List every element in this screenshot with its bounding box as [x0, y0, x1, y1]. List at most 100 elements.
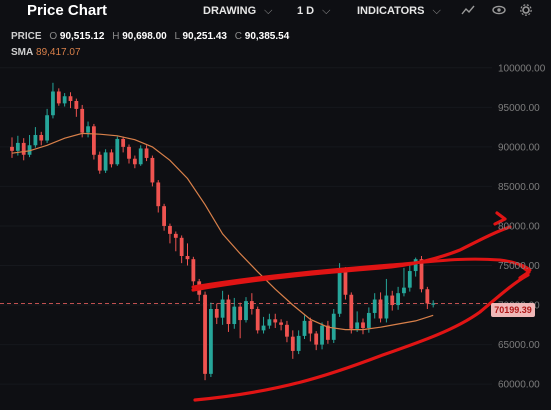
candle: [431, 300, 436, 308]
candle-body: [226, 299, 231, 325]
candle: [232, 297, 237, 329]
candle: [220, 290, 225, 325]
candle: [168, 223, 172, 244]
candle-body: [21, 142, 26, 155]
candle-body: [45, 115, 49, 141]
candle: [267, 313, 272, 329]
candle: [179, 235, 184, 264]
candle: [355, 311, 360, 332]
candle: [302, 315, 307, 340]
candle-body: [179, 237, 184, 257]
candle: [314, 331, 319, 351]
candle-body: [326, 325, 330, 340]
candle-body: [261, 325, 266, 331]
candle: [378, 292, 383, 323]
candle: [279, 319, 283, 331]
candle: [45, 108, 49, 143]
candle: [296, 330, 301, 355]
candle: [396, 286, 400, 310]
candle: [115, 136, 120, 166]
candle-body: [15, 142, 20, 151]
candle: [203, 291, 207, 381]
candle: [86, 121, 90, 138]
candle-body: [203, 294, 207, 374]
candle: [27, 135, 32, 158]
candle-body: [144, 148, 149, 158]
candle-body: [62, 96, 67, 104]
candle-body: [51, 91, 55, 116]
candle-body: [121, 138, 126, 147]
sma-value: 89,417.07: [36, 47, 81, 58]
candle: [138, 145, 143, 166]
candle-body: [10, 146, 14, 151]
candle-body: [366, 312, 371, 328]
candle: [103, 149, 108, 173]
candle-body: [320, 325, 324, 345]
candle-body: [97, 154, 102, 171]
annotation-upper-channel-line: [191, 225, 512, 292]
candle-body: [33, 135, 38, 146]
indicators-menu-button[interactable]: INDICATORS ⌵: [357, 5, 441, 18]
candle-body: [431, 303, 436, 305]
candle-body: [86, 126, 90, 133]
low-key: L: [174, 31, 180, 42]
candle-body: [372, 299, 377, 313]
candle: [162, 203, 166, 231]
candle: [39, 131, 44, 146]
candle: [226, 294, 231, 332]
y-tick-label: 60000.00: [498, 380, 540, 391]
candle-body: [407, 271, 412, 288]
candle-body: [267, 319, 272, 326]
candle: [425, 286, 430, 309]
candle-body: [39, 135, 44, 141]
y-tick-label: 85000.00: [498, 182, 540, 193]
candle-body: [255, 309, 260, 331]
close-key: C: [234, 31, 242, 42]
line-chart-icon[interactable]: [460, 3, 476, 17]
candle-body: [413, 259, 418, 272]
candle: [326, 320, 330, 344]
candle: [390, 290, 395, 311]
candle-body: [27, 145, 32, 155]
candle: [244, 297, 248, 323]
drawing-label: DRAWING: [203, 5, 257, 17]
candle: [238, 302, 243, 339]
candle-body: [355, 322, 360, 329]
candle-body: [127, 146, 131, 159]
candle: [56, 88, 61, 106]
candle: [109, 149, 114, 168]
drawing-menu-button[interactable]: DRAWING ⌵: [203, 5, 273, 18]
eye-icon[interactable]: [491, 3, 507, 17]
y-tick-label: 100000.00: [498, 63, 546, 74]
candle: [249, 293, 254, 315]
candle: [361, 318, 365, 335]
candle: [74, 98, 79, 117]
candle-body: [425, 289, 430, 304]
high-key: H: [112, 31, 120, 42]
candle: [255, 306, 260, 334]
y-tick-label: 65000.00: [498, 340, 540, 351]
candle: [185, 243, 190, 266]
candle-body: [249, 301, 254, 309]
top-toolbar: Price Chart DRAWING ⌵ 1 D ⌵ INDICATORS ⌵: [0, 0, 551, 22]
candle: [51, 82, 55, 119]
close-value: 90,385.54: [244, 31, 290, 42]
candle-body: [74, 100, 79, 109]
candle-body: [279, 322, 283, 325]
settings-icon[interactable]: [518, 3, 534, 17]
candle: [407, 263, 412, 292]
candle-body: [302, 320, 307, 336]
candle: [384, 278, 389, 323]
candle-body: [209, 309, 213, 374]
candle: [320, 322, 324, 350]
y-tick-label: 95000.00: [498, 103, 540, 114]
annotation-mid-channel-line: [191, 257, 532, 289]
page-title: Price Chart: [27, 2, 108, 19]
interval-menu-button[interactable]: 1 D ⌵: [297, 5, 330, 18]
y-tick-label: 80000.00: [498, 221, 540, 232]
candle: [331, 309, 336, 344]
y-tick-label: 75000.00: [498, 261, 540, 272]
candle: [80, 104, 85, 138]
candle-body: [185, 256, 190, 260]
